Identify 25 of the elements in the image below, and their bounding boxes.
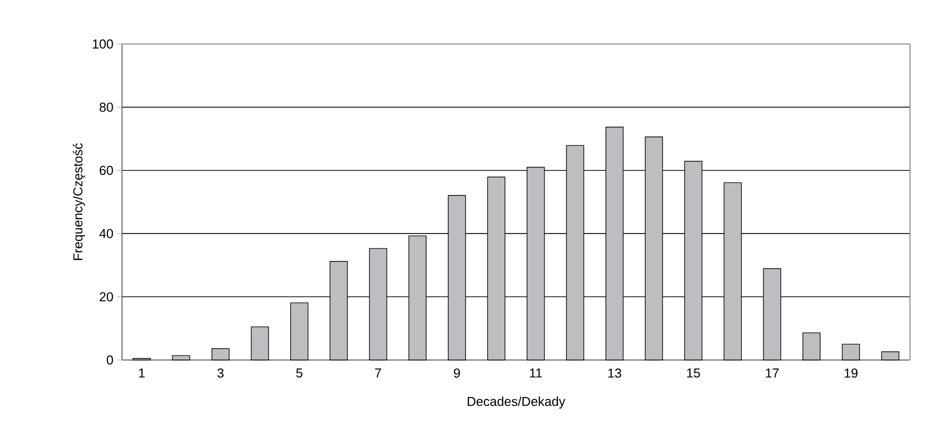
y-tick-label: 20 (100, 292, 113, 302)
y-tick-label: 60 (100, 166, 113, 175)
x-tick-label: 1 (139, 368, 145, 378)
y-tick-label: 100 (92, 39, 113, 49)
x-tick-label: 19 (844, 368, 858, 378)
x-tick-label: 13 (608, 368, 622, 378)
bar (290, 302, 308, 360)
x-tick-label: 17 (766, 368, 779, 378)
x-tick-label: 11 (530, 368, 542, 378)
x-tick-label: 5 (296, 368, 302, 378)
x-axis-title: Decades/Dekady (468, 396, 566, 409)
bar (250, 326, 269, 360)
bar (842, 344, 860, 360)
x-tick-label: 9 (454, 368, 460, 378)
x-tick-label: 3 (217, 368, 224, 378)
bar (172, 355, 190, 360)
y-tick-label: 40 (99, 228, 113, 238)
x-tick-label: 15 (687, 368, 700, 378)
bar (881, 351, 900, 360)
x-tick-label: 7 (375, 368, 382, 378)
y-tick-label: 80 (100, 102, 113, 112)
bar (802, 332, 821, 360)
y-tick-label: 0 (106, 355, 113, 365)
y-axis-title: Frequency/Częstość (72, 143, 86, 260)
bar (211, 348, 230, 360)
